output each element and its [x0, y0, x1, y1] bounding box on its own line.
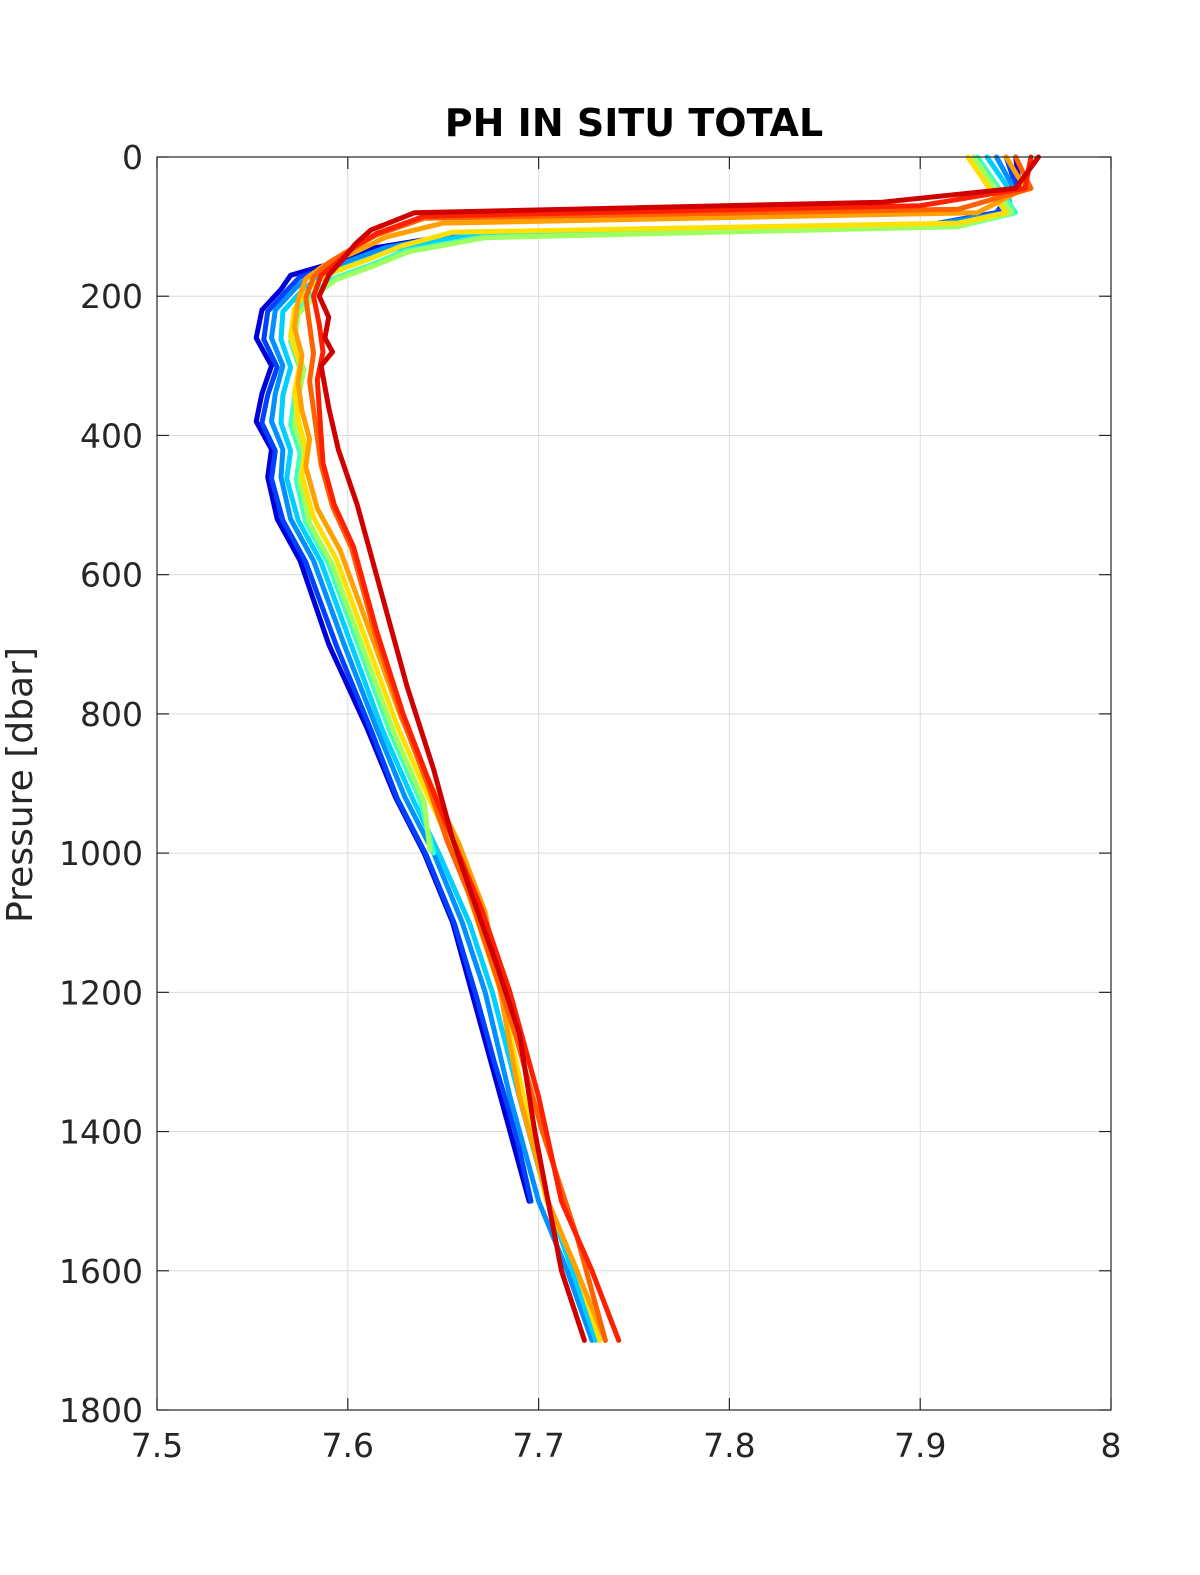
profile-line-6: [291, 154, 1015, 853]
y-tick-label: 800: [80, 695, 143, 734]
x-tick-label: 7.5: [131, 1426, 183, 1465]
y-tick-label: 1200: [59, 973, 143, 1012]
y-tick-label: 1600: [59, 1252, 143, 1291]
x-tick-label: 8: [1101, 1426, 1122, 1465]
y-tick-label: 1400: [59, 1113, 143, 1152]
plot-frame: [156, 156, 1112, 1411]
y-axis-label: Pressure [dbar]: [0, 647, 41, 923]
y-tick-label: 400: [80, 416, 143, 455]
y-tick-label: 200: [80, 277, 143, 316]
profile-line-4: [278, 154, 1015, 1343]
chart-title: PH IN SITU TOTAL: [445, 101, 823, 145]
profile-line-3: [269, 154, 1015, 1343]
y-tick-label: 1000: [59, 834, 143, 873]
x-tick-label: 7.6: [322, 1426, 374, 1465]
y-tick-label: 1800: [59, 1391, 143, 1430]
axis-ticks: 7.5 7.6 7.7 7.8 7.9 8 0 200 400 600 800 1000 1200 140…: [59, 138, 1121, 1465]
profile-line-10: [311, 154, 1034, 1343]
x-tick-label: 7.9: [894, 1426, 946, 1465]
y-tick-label: 600: [80, 556, 143, 595]
x-tick-label: 7.8: [703, 1426, 755, 1465]
x-tick-label: 7.7: [512, 1426, 564, 1465]
profile-line-11: [316, 154, 1041, 1343]
y-tick-label: 0: [122, 138, 143, 177]
series-layer: [253, 154, 1041, 1343]
profile-line-8: [291, 154, 1028, 1343]
